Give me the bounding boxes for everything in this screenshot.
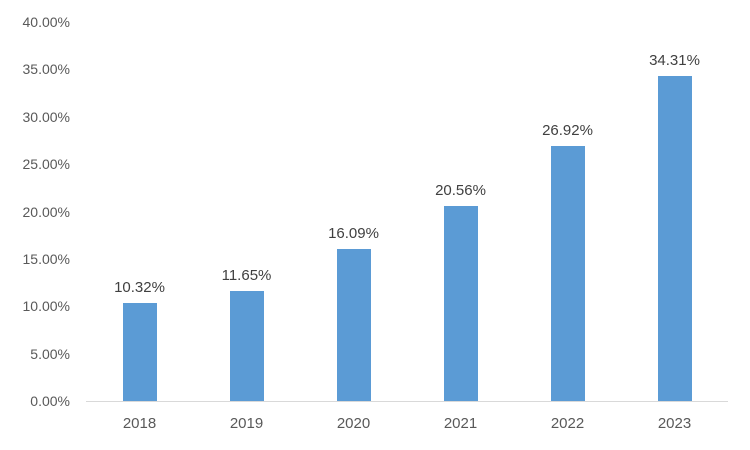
y-tick-label: 25.00% (22, 156, 70, 173)
y-tick-label: 10.00% (22, 298, 70, 315)
y-tick-label: 0.00% (30, 393, 70, 409)
x-tick-label: 2023 (657, 415, 692, 432)
bar-2023 (657, 75, 692, 401)
y-tick-label: 5.00% (30, 345, 70, 362)
x-tick-label: 2020 (336, 415, 371, 432)
x-tick-label: 2022 (550, 415, 585, 432)
y-tick-label: 20.00% (22, 203, 70, 220)
y-tick-label: 40.00% (22, 14, 70, 30)
bar-value-label: 26.92% (542, 121, 593, 139)
bar-2018 (122, 303, 157, 401)
y-axis: 0.00% 5.00% 10.00% 15.00% 20.00% 25.00% 30.00%… (0, 0, 70, 450)
y-tick-label: 15.00% (22, 250, 70, 267)
x-tick-label: 2021 (443, 415, 478, 432)
bar-2022 (550, 145, 585, 401)
bar-value-label: 10.32% (114, 279, 165, 297)
x-tick-label: 2019 (229, 415, 264, 432)
bar-value-label: 34.31% (649, 51, 700, 69)
y-tick-label: 30.00% (22, 108, 70, 125)
bar-2020 (336, 248, 371, 401)
bar-2021 (443, 206, 478, 401)
bar-value-label: 16.09% (328, 224, 379, 242)
bar-value-label: 20.56% (435, 182, 486, 200)
bar-2019 (229, 290, 264, 401)
x-tick-label: 2018 (122, 415, 157, 432)
x-axis-line (86, 401, 728, 402)
bar-value-label: 11.65% (221, 266, 272, 284)
y-tick-label: 35.00% (22, 61, 70, 78)
